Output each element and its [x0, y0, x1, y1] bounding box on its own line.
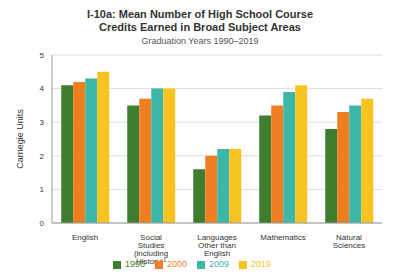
svg-text:Mathematics: Mathematics: [260, 233, 305, 242]
svg-text:Carnegie Units: Carnegie Units: [15, 109, 25, 169]
svg-text:5: 5: [40, 51, 45, 60]
svg-text:LanguagesOther thanEnglish: LanguagesOther thanEnglish: [197, 233, 237, 258]
svg-text:0: 0: [40, 219, 45, 228]
svg-text:3: 3: [40, 118, 45, 127]
svg-text:4: 4: [40, 84, 45, 93]
svg-text:SocialStudies(includingHistory: SocialStudies(includingHistory)¹: [134, 233, 168, 266]
svg-text:1: 1: [40, 185, 45, 194]
svg-text:English: English: [72, 233, 98, 242]
svg-text:2: 2: [40, 152, 45, 161]
svg-text:NaturalSciences: NaturalSciences: [333, 233, 365, 250]
